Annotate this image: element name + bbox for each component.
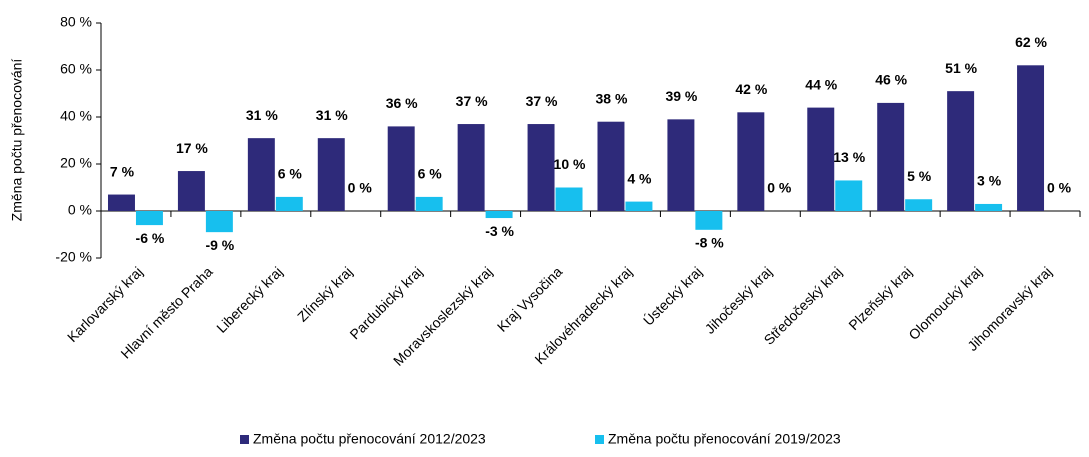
value-label: -6 % <box>136 230 165 246</box>
value-label: -8 % <box>695 235 724 251</box>
bar <box>247 138 275 211</box>
bar <box>135 211 163 226</box>
y-tick-label: 80 % <box>60 14 92 30</box>
bar <box>667 119 695 211</box>
y-tick-label: -20 % <box>55 249 92 265</box>
bar <box>695 211 723 230</box>
x-tick-label: Liberecký kraj <box>213 263 285 335</box>
bar <box>387 126 415 211</box>
bar <box>555 187 583 211</box>
value-label: 13 % <box>833 149 865 165</box>
legend-swatch <box>240 435 249 444</box>
bar <box>737 112 765 211</box>
bar <box>807 107 835 211</box>
value-label: 0 % <box>348 180 373 196</box>
value-label: 39 % <box>665 88 697 104</box>
bar <box>317 138 345 211</box>
x-tick-label: Olomoucký kraj <box>905 263 985 343</box>
bar <box>457 124 485 211</box>
value-label: 4 % <box>627 170 652 186</box>
bar <box>597 121 625 211</box>
value-label: 10 % <box>554 156 586 172</box>
x-tick-label: Plzeňský kraj <box>845 263 915 333</box>
x-tick-label: Ústecký kraj <box>640 263 705 328</box>
value-label: 51 % <box>945 60 977 76</box>
value-label: 3 % <box>977 173 1002 189</box>
value-label: 46 % <box>875 72 907 88</box>
bar <box>835 180 863 211</box>
y-tick-label: 60 % <box>60 61 92 77</box>
legend-swatch <box>595 435 604 444</box>
bar <box>177 171 205 211</box>
bar <box>947 91 975 211</box>
bar <box>415 196 443 211</box>
bar <box>485 211 513 219</box>
value-label: 6 % <box>418 166 443 182</box>
value-label: 36 % <box>386 95 418 111</box>
value-label: 5 % <box>907 168 932 184</box>
value-label: 44 % <box>805 76 837 92</box>
y-axis-title: Změna počtu přenocování <box>9 59 25 222</box>
bar <box>905 199 933 211</box>
bar <box>877 102 905 211</box>
bar <box>205 211 233 233</box>
x-tick-label: Zlínský kraj <box>294 263 355 324</box>
bar <box>275 196 303 211</box>
y-tick-label: 0 % <box>68 202 92 218</box>
x-tick-label: Jihočeský kraj <box>702 263 775 336</box>
value-label: 0 % <box>1047 180 1072 196</box>
y-tick-label: 20 % <box>60 155 92 171</box>
value-label: 37 % <box>456 93 488 109</box>
bar <box>975 203 1003 211</box>
value-label: 37 % <box>526 93 558 109</box>
x-tick-label: Karlovarský kraj <box>64 263 146 345</box>
value-label: 62 % <box>1015 34 1047 50</box>
value-label: 31 % <box>246 107 278 123</box>
value-label: 31 % <box>316 107 348 123</box>
bar <box>107 194 135 211</box>
x-tick-label: Kraj Vysočina <box>494 263 566 335</box>
value-label: 6 % <box>278 166 303 182</box>
bar <box>625 201 653 211</box>
value-label: 42 % <box>735 81 767 97</box>
value-label: -3 % <box>485 223 514 239</box>
legend-label: Změna počtu přenocování 2012/2023 <box>253 431 486 447</box>
bar <box>1017 65 1045 211</box>
value-label: 38 % <box>596 90 628 106</box>
y-tick-label: 40 % <box>60 108 92 124</box>
value-label: 7 % <box>110 163 135 179</box>
value-label: -9 % <box>205 237 234 253</box>
value-label: 0 % <box>767 180 792 196</box>
legend-label: Změna počtu přenocování 2019/2023 <box>608 431 841 447</box>
value-label: 17 % <box>176 140 208 156</box>
bar <box>527 124 555 211</box>
x-tick-label: Pardubický kraj <box>346 263 425 342</box>
